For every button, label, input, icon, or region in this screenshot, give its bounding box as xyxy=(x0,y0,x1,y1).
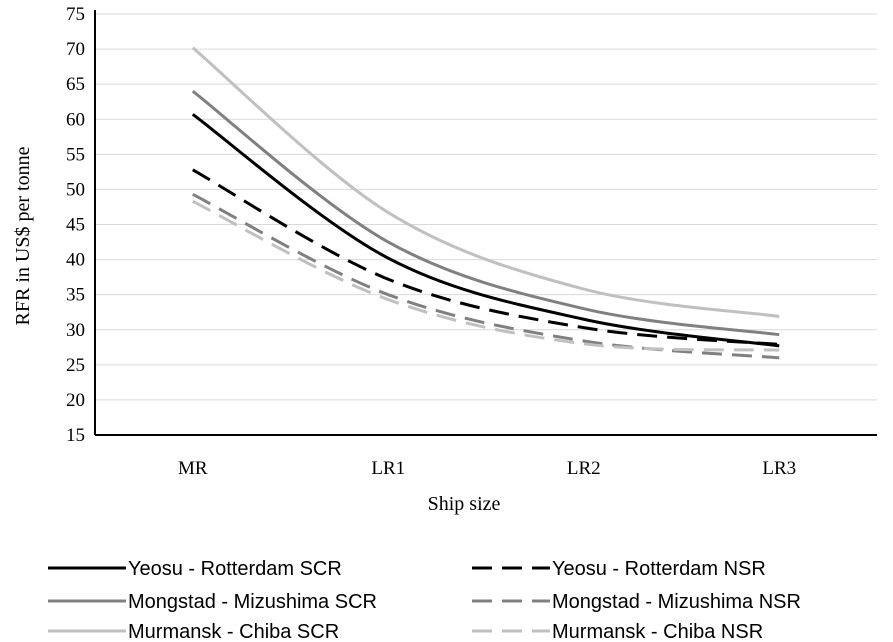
series-line xyxy=(191,89,780,337)
x-axis-title: Ship size xyxy=(428,493,501,515)
y-tick-label: 40 xyxy=(66,250,85,271)
series-lines xyxy=(191,46,780,360)
x-tick-label: MR xyxy=(178,458,208,479)
series-line xyxy=(192,192,780,360)
y-tick-label: 65 xyxy=(66,74,85,95)
x-tick-label: LR1 xyxy=(371,458,405,479)
y-tick-label: 55 xyxy=(66,144,85,165)
y-axis-title: RFR in US$ per tonne xyxy=(12,146,34,325)
y-tick-label: 60 xyxy=(66,109,85,130)
series-line xyxy=(192,168,780,346)
y-tick-label: 75 xyxy=(66,4,85,25)
y-tick-label: 35 xyxy=(66,285,85,306)
legend-label: Murmansk - Chiba NSR xyxy=(552,621,763,642)
legend-label: Yeosu - Rotterdam SCR xyxy=(128,558,342,580)
y-tick-label: 15 xyxy=(66,425,85,446)
y-tick-labels: 15 20 25 30 35 40 45 50 55 60 65 70 75 xyxy=(66,4,85,446)
y-tick-label: 30 xyxy=(66,320,85,341)
legend-label: Mongstad - Mizushima NSR xyxy=(552,591,801,613)
y-tick-label: 70 xyxy=(66,39,85,60)
x-tick-label: LR2 xyxy=(567,458,601,479)
series-line xyxy=(192,200,780,352)
legend: Yeosu - Rotterdam SCR Yeosu - Rotterdam N… xyxy=(48,558,801,642)
y-tick-label: 45 xyxy=(66,215,85,236)
legend-label: Mongstad - Mizushima SCR xyxy=(128,591,377,613)
series-line xyxy=(191,113,780,348)
y-tick-label: 20 xyxy=(66,390,85,411)
x-tick-label: LR3 xyxy=(762,458,796,479)
legend-label: Yeosu - Rotterdam NSR xyxy=(552,558,766,580)
series-line xyxy=(191,46,780,318)
y-tick-label: 50 xyxy=(66,179,85,200)
legend-label: Murmansk - Chiba SCR xyxy=(128,621,339,642)
axes xyxy=(94,10,877,436)
y-tick-label: 25 xyxy=(66,355,85,376)
x-tick-labels: MR LR1 LR2 LR3 xyxy=(178,458,796,479)
